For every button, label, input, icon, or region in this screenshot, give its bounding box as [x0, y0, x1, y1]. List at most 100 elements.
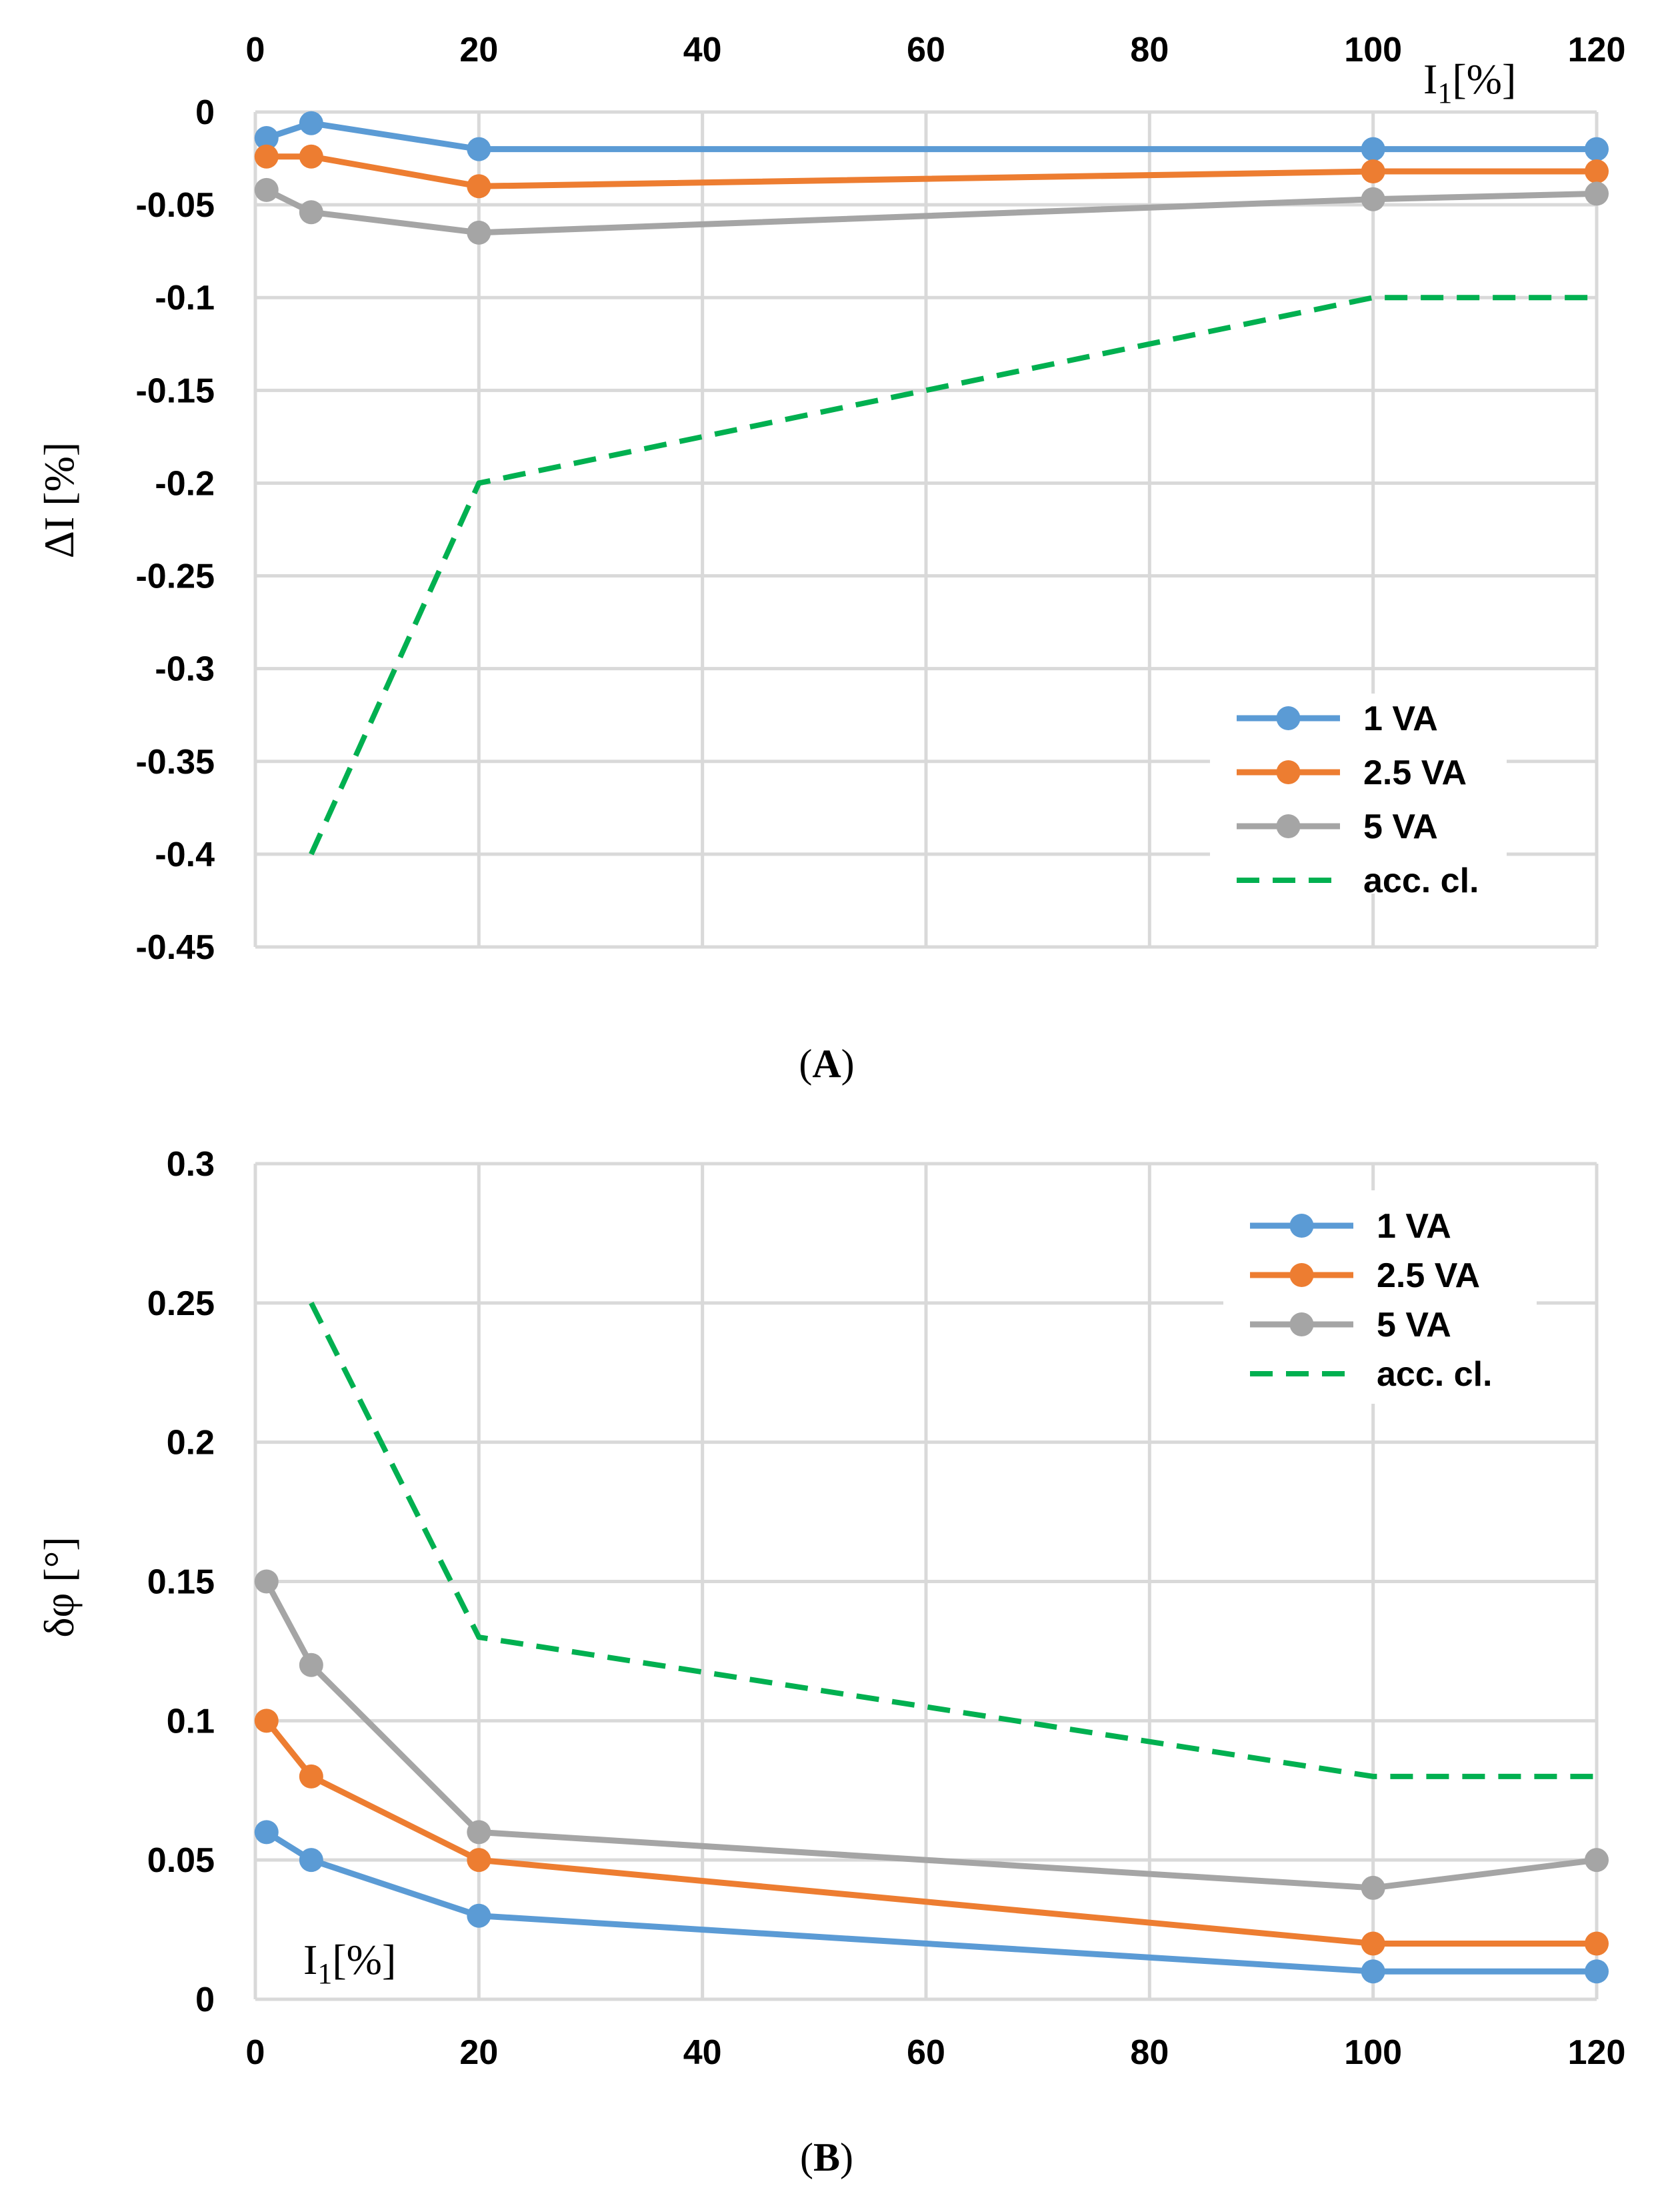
chart-b-yticks: 0 0.05 0.1 0.15 0.2 0.25 0.3: [147, 1145, 215, 2019]
chart-a: 0 20 40 60 80 100 120 0 -0.05 -0.1 -0.15 -0.2 -0.25…: [35, 31, 1625, 1086]
chart-b-ytick-label: 0.05: [147, 1841, 215, 1880]
chart-a-xlabel-sub: 1: [1437, 77, 1452, 109]
chart-a-ytick-label: 0: [195, 93, 215, 132]
chart-a-legend-label: 5 VA: [1363, 808, 1438, 846]
chart-b-ytick-label: 0.1: [167, 1702, 215, 1741]
chart-b-xtick-label: 80: [1130, 2033, 1169, 2072]
chart-a-ylabel: ΔI [%]: [35, 442, 83, 558]
chart-a-ytick-label: -0.3: [155, 650, 215, 689]
chart-b-xtick-label: 100: [1344, 2033, 1402, 2072]
chart-b-point: [467, 1820, 491, 1845]
chart-b-point: [254, 1569, 279, 1594]
chart-a-legend-box: [1210, 694, 1507, 894]
chart-b-caption-close: ): [840, 2135, 853, 2179]
chart-a-xlabel-rest: [%]: [1452, 55, 1516, 103]
chart-a-xtick-label: 120: [1568, 31, 1626, 69]
chart-b-legend-label: 1 VA: [1377, 1207, 1451, 1246]
chart-a-xtick-label: 0: [246, 31, 265, 69]
chart-b-point: [299, 1848, 323, 1873]
chart-b: 0 20 40 60 80 100 120 0 0.05 0.1 0.15 0.2 0.25 0.3 1…: [35, 1145, 1625, 2179]
chart-b-legend-marker: [1289, 1214, 1314, 1238]
chart-b-ylabel: δφ [°]: [35, 1536, 83, 1637]
chart-b-legend-label: 2.5 VA: [1377, 1256, 1480, 1295]
chart-a-xlabel: I1[%]: [1423, 55, 1516, 109]
chart-b-point: [254, 1820, 279, 1845]
chart-a-ytick-label: -0.25: [135, 558, 215, 596]
chart-b-ytick-label: 0: [195, 1981, 215, 2019]
chart-a-ytick-label: -0.15: [135, 371, 215, 410]
chart-a-point: [299, 200, 323, 225]
chart-b-ytick-label: 0.15: [147, 1563, 215, 1602]
chart-a-ytick-label: -0.4: [155, 836, 215, 874]
chart-a-point: [467, 174, 491, 199]
chart-a-ytick-label: -0.1: [155, 279, 215, 317]
chart-b-xtick-label: 20: [459, 2033, 498, 2072]
chart-a-legend-marker: [1276, 760, 1301, 784]
chart-a-legend-marker: [1276, 814, 1301, 838]
chart-a-caption-close: ): [841, 1042, 855, 1086]
chart-a-point: [1361, 159, 1385, 184]
chart-a-xtick-label: 80: [1130, 31, 1169, 69]
chart-a-point: [254, 125, 279, 150]
chart-a-xtick-label: 100: [1344, 31, 1402, 69]
chart-a-point: [299, 111, 323, 135]
chart-a-point: [1361, 187, 1385, 211]
chart-b-series-line-acc-cl-: [309, 1302, 1597, 1779]
chart-a-ytick-label: -0.45: [135, 928, 215, 967]
chart-b-ytick-label: 0.25: [147, 1284, 215, 1323]
chart-a-caption: (A): [799, 1042, 854, 1086]
chart-a-point: [254, 144, 279, 169]
chart-a-point: [1585, 137, 1609, 161]
chart-b-series: [254, 1302, 1609, 1984]
chart-a-legend-label: acc. cl.: [1363, 862, 1479, 900]
chart-b-legend-marker: [1289, 1312, 1314, 1336]
chart-a-point: [299, 144, 323, 169]
chart-b-point: [1585, 1931, 1609, 1956]
chart-a-point: [1585, 159, 1609, 184]
chart-a-point: [467, 137, 491, 161]
chart-b-caption-open: (: [800, 2135, 813, 2179]
chart-b-point: [467, 1848, 491, 1873]
chart-a-xtick-label: 20: [459, 31, 498, 69]
chart-a-point: [1361, 137, 1385, 161]
chart-a-series: [254, 111, 1609, 856]
chart-a-point: [467, 220, 491, 245]
chart-a-xtick-label: 40: [683, 31, 722, 69]
chart-b-ytick-label: 0.2: [167, 1424, 215, 1462]
chart-a-yticks: 0 -0.05 -0.1 -0.15 -0.2 -0.25 -0.3 -0.35 -0.4 -0.…: [135, 93, 215, 967]
chart-b-xtick-label: 60: [907, 2033, 945, 2072]
chart-b-legend-label: 5 VA: [1377, 1306, 1451, 1344]
chart-b-xtick-label: 120: [1568, 2033, 1626, 2072]
chart-b-point: [254, 1709, 279, 1733]
chart-b-xlabel-sub: 1: [317, 1957, 332, 1990]
chart-a-point: [254, 177, 279, 202]
chart-b-point: [1585, 1848, 1609, 1873]
chart-b-point: [299, 1652, 323, 1677]
chart-b-legend-marker: [1289, 1263, 1314, 1287]
chart-b-xticks: 0 20 40 60 80 100 120: [246, 2033, 1626, 2072]
chart-b-point: [1361, 1931, 1385, 1956]
chart-a-legend: 1 VA 2.5 VA 5 VA acc. cl.: [1210, 694, 1507, 900]
chart-a-ytick-label: -0.2: [155, 464, 215, 503]
chart-b-xtick-label: 0: [246, 2033, 265, 2072]
chart-b-point: [1585, 1959, 1609, 1984]
chart-b-xlabel: I1[%]: [303, 1936, 396, 1990]
chart-a-point: [1585, 181, 1609, 206]
chart-a-legend-label: 1 VA: [1363, 700, 1438, 738]
chart-a-ytick-label: -0.05: [135, 186, 215, 225]
chart-b-point: [467, 1903, 491, 1928]
chart-b-xtick-label: 40: [683, 2033, 722, 2072]
chart-a-xticks: 0 20 40 60 80 100 120: [246, 31, 1626, 69]
chart-a-xtick-label: 60: [907, 31, 945, 69]
chart-b-xlabel-rest: [%]: [332, 1936, 396, 1983]
chart-b-legend-label: acc. cl.: [1377, 1355, 1492, 1394]
chart-b-point: [299, 1764, 323, 1789]
chart-a-caption-letter: A: [812, 1042, 841, 1086]
chart-a-xlabel-main: I: [1423, 55, 1437, 103]
chart-b-caption-letter: B: [813, 2135, 840, 2179]
chart-a-caption-open: (: [799, 1042, 812, 1086]
chart-a-legend-label: 2.5 VA: [1363, 754, 1467, 792]
chart-b-xlabel-main: I: [303, 1936, 317, 1983]
